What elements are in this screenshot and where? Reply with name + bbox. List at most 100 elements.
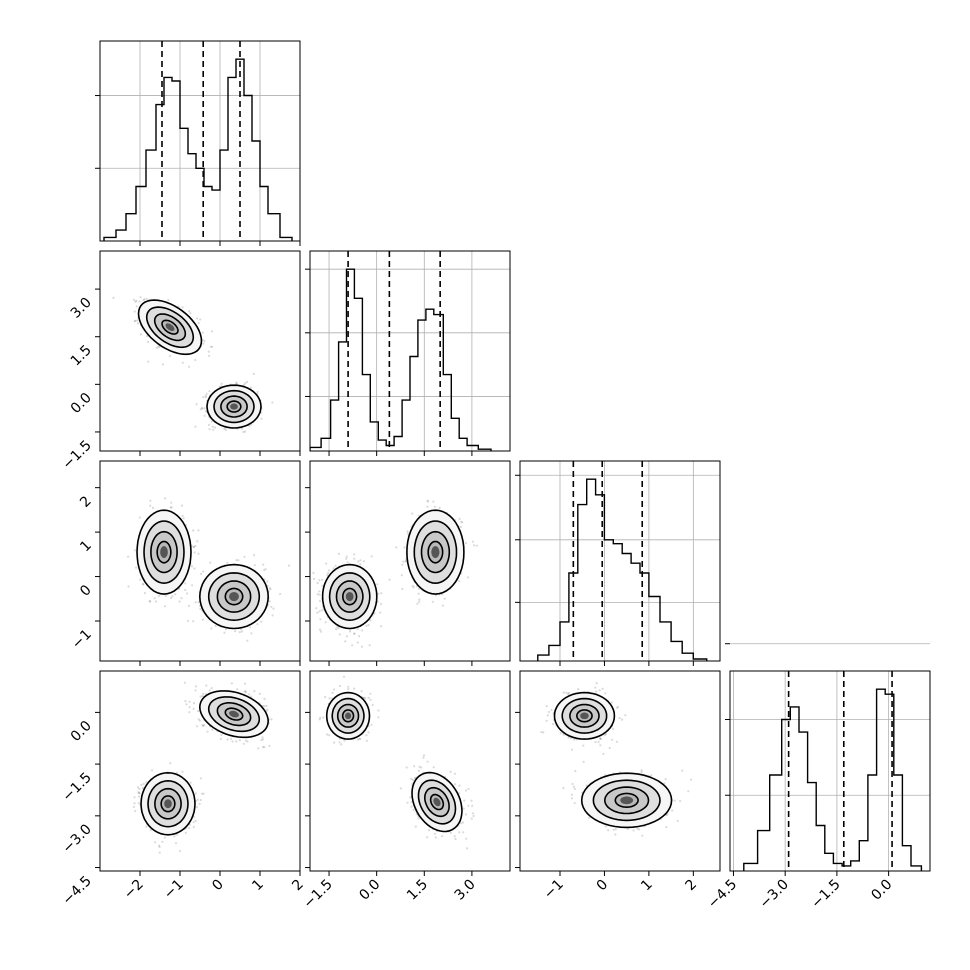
- contour-line-0-2: [569, 703, 600, 728]
- y-tick-label: 3.0: [68, 295, 95, 322]
- contour-line-1-1: [413, 520, 458, 585]
- contour-line-1-1: [147, 779, 189, 828]
- x-tick-label: 0: [594, 877, 612, 895]
- contour-core-0: [345, 712, 352, 720]
- contour-line-1-1: [417, 779, 457, 825]
- panel-frame: [519, 670, 721, 872]
- y-tick-label: 0: [77, 582, 95, 600]
- histogram-panel-2: [515, 460, 721, 662]
- x-tick-label: −3.0: [757, 877, 792, 912]
- panel-frame: [99, 460, 301, 662]
- x-tick-label: 0: [209, 877, 227, 895]
- contour-line-0-0: [137, 299, 203, 356]
- panel-frame: [309, 250, 511, 452]
- y-tick-label: −3.0: [59, 821, 94, 856]
- density-panel-3-2: [519, 670, 721, 872]
- contour-core-1: [164, 799, 172, 809]
- contour-line-1-0: [198, 563, 270, 630]
- contour-core-0: [580, 712, 589, 720]
- contour-line-1-3: [224, 587, 244, 606]
- y-tick-label: −4.5: [59, 873, 94, 908]
- y-tick-label: −1.5: [59, 770, 94, 805]
- contour-core-1: [620, 796, 634, 805]
- contour-line-0-3: [224, 707, 244, 721]
- contour-line-0-2: [150, 530, 178, 574]
- contour-core-0: [165, 323, 175, 332]
- contour-line-1-2: [423, 786, 450, 818]
- contour-core-1: [229, 592, 239, 602]
- contour-line-1-3: [614, 792, 639, 809]
- contour-line-0-0: [321, 563, 378, 630]
- contour-line-0-3: [161, 319, 179, 335]
- contour-line-1-3: [427, 540, 444, 564]
- contour-line-0-1: [143, 520, 185, 585]
- x-tick-label: 2: [683, 877, 701, 895]
- contour-line-0-1: [561, 697, 608, 734]
- x-tick-label: −1.5: [301, 877, 336, 912]
- contour-core-0: [345, 592, 354, 602]
- contour-line-0-1: [328, 572, 371, 622]
- contour-line-0-3: [341, 709, 355, 723]
- contour-line-1-0: [206, 384, 262, 429]
- contour-core-0: [160, 546, 168, 559]
- contour-line-0-2: [153, 313, 187, 342]
- histogram-panel-1: [305, 250, 511, 452]
- density-panel-1-0: [99, 250, 301, 452]
- contour-line-0-0: [553, 691, 616, 740]
- panel-frame: [99, 250, 301, 452]
- y-tick-label: −1: [69, 627, 95, 653]
- contour-line-0-0: [325, 691, 371, 740]
- contour-line-1-1: [207, 572, 261, 622]
- contour-core-0: [229, 710, 239, 718]
- x-tick-label: 2: [289, 877, 307, 895]
- density-panel-3-1: [309, 670, 511, 872]
- contour-line-1-3: [226, 400, 242, 413]
- contour-line-0-1: [207, 696, 261, 733]
- contour-line-0-1: [331, 697, 365, 734]
- panel-frame: [309, 460, 511, 662]
- contour-line-0-3: [156, 540, 172, 564]
- y-tick-label: 2: [77, 493, 95, 511]
- histogram-panel-0: [95, 40, 301, 242]
- x-tick-label: 1: [638, 877, 656, 895]
- x-tick-label: −1: [541, 877, 567, 903]
- x-tick-label: −1: [161, 877, 187, 903]
- x-tick-label: 0.0: [356, 877, 383, 904]
- panel-frame: [99, 670, 301, 872]
- panel-frame: [729, 670, 931, 872]
- density-panel-3-0: [99, 670, 301, 872]
- contour-line-0-0: [198, 690, 270, 739]
- y-tick-label: 1.5: [68, 342, 95, 369]
- contour-line-1-2: [220, 395, 248, 418]
- density-panel-2-1: [309, 460, 511, 662]
- contour-core-1: [230, 403, 238, 410]
- contour-line-0-2: [216, 702, 252, 727]
- contour-line-1-2: [420, 530, 451, 574]
- contour-line-0-2: [335, 580, 364, 613]
- contour-line-1-0: [140, 771, 196, 836]
- panel-frame: [309, 670, 511, 872]
- contour-line-0-3: [575, 709, 593, 723]
- contour-line-1-2: [154, 787, 182, 820]
- y-tick-label: 1: [77, 538, 95, 556]
- density-panel-2-0: [99, 460, 301, 662]
- x-tick-label: −1.5: [808, 877, 843, 912]
- x-tick-label: 1.5: [404, 877, 431, 904]
- histogram-step-3: [743, 688, 923, 871]
- contour-line-0-0: [136, 509, 192, 595]
- contour-core-1: [431, 546, 440, 559]
- contour-line-1-3: [160, 795, 176, 813]
- x-tick-label: 1: [249, 877, 267, 895]
- x-tick-label: −2: [121, 877, 147, 903]
- contour-line-1-2: [603, 786, 650, 815]
- y-tick-label: 0.0: [68, 390, 95, 417]
- histogram-step-0: [103, 58, 293, 241]
- contour-core-1: [433, 797, 441, 807]
- x-tick-label: −4.5: [705, 877, 740, 912]
- contour-line-1-2: [216, 580, 252, 613]
- contour-line-1-0: [406, 509, 465, 595]
- contour-line-0-1: [145, 306, 195, 349]
- panel-frame: [519, 460, 721, 662]
- contour-line-1-1: [592, 779, 661, 822]
